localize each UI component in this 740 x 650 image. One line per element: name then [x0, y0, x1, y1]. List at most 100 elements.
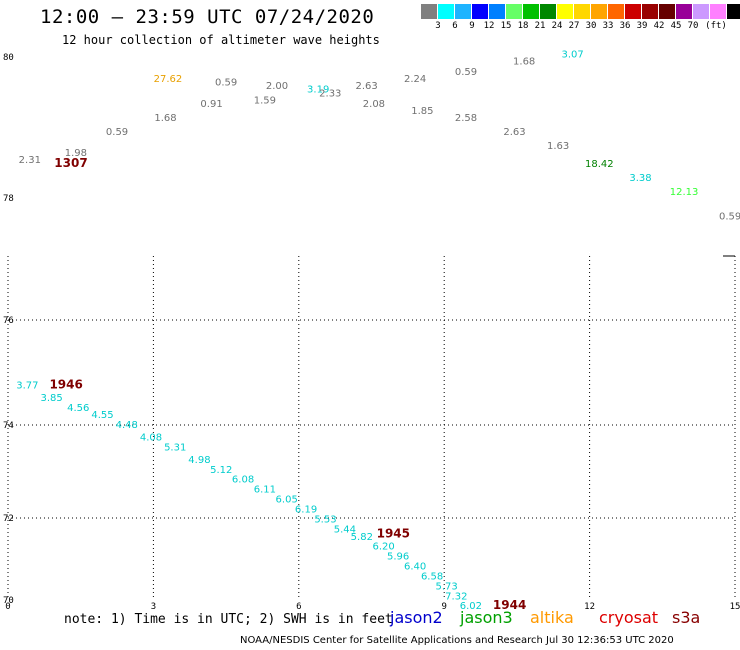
- wave-height-label: 3.38: [629, 173, 651, 184]
- legend-swatch: [608, 4, 625, 19]
- legend-swatch: [506, 4, 523, 19]
- time-label: 1307: [54, 156, 87, 170]
- wave-height-label: 27.62: [154, 74, 183, 85]
- satellite-s3a: s3a: [672, 608, 701, 627]
- legend-label: 3: [435, 21, 441, 31]
- y-tick-label: 78: [3, 194, 14, 204]
- x-tick-label: 3: [151, 602, 156, 612]
- wave-height-label: 2.24: [404, 74, 426, 85]
- wave-height-label: 2.63: [503, 127, 525, 138]
- wave-height-label: 0.59: [215, 78, 237, 89]
- x-tick-label: 0: [5, 602, 10, 612]
- wave-height-label: 7.32: [445, 591, 467, 602]
- wave-height-label: 5.73: [435, 581, 457, 592]
- chart-title: 12:00 – 23:59 UTC 07/24/2020: [40, 6, 375, 28]
- legend-swatch: [591, 4, 608, 19]
- legend-swatch: [523, 4, 540, 19]
- legend-label: 70: [687, 21, 699, 31]
- legend-swatch: [659, 4, 676, 19]
- wave-height-label: 0.59: [719, 212, 740, 223]
- legend-label: 24: [551, 21, 563, 31]
- wave-height-label: 3.77: [16, 380, 38, 391]
- wave-height-label: 1.59: [254, 95, 276, 106]
- wave-height-label: 4.08: [140, 433, 162, 444]
- wave-height-label: 6.02: [460, 601, 482, 612]
- legend-label: 12: [483, 21, 495, 31]
- wave-height-label: 2.63: [356, 81, 378, 92]
- legend-label: 36: [619, 21, 631, 31]
- legend-swatch: [540, 4, 557, 19]
- y-tick-label: 80: [3, 53, 14, 63]
- wave-height-label: 1.68: [154, 113, 176, 124]
- wave-height-label: 0.59: [106, 127, 128, 138]
- wave-height-label: 0.59: [455, 67, 477, 78]
- legend-swatch: [676, 4, 693, 19]
- wave-height-label: 3.07: [562, 49, 584, 60]
- legend-swatch: [489, 4, 506, 19]
- legend-swatch: [557, 4, 574, 19]
- legend-label: 6: [452, 21, 458, 31]
- y-tick-label: 72: [3, 514, 14, 524]
- legend-swatches: [421, 4, 740, 19]
- wave-height-label: 4.48: [116, 420, 138, 431]
- footer-note: note: 1) Time is in UTC; 2) SWH is in fe…: [64, 612, 393, 627]
- legend-swatch: [574, 4, 591, 19]
- x-tick-label: 6: [296, 602, 301, 612]
- wave-height-label: 1.98: [65, 148, 87, 159]
- legend-label: 18: [517, 21, 529, 31]
- wave-height-label: 2.08: [363, 99, 385, 110]
- time-label: 1946: [49, 377, 82, 391]
- legend-swatch: [625, 4, 642, 19]
- wave-height-label: 5.82: [351, 532, 373, 543]
- wave-height-label: 3.19: [307, 85, 329, 96]
- legend-label: 27: [568, 21, 580, 31]
- legend-swatch: [455, 4, 472, 19]
- wave-height-label: 2.58: [455, 113, 477, 124]
- legend-label: 39: [636, 21, 648, 31]
- legend-label: 15: [500, 21, 512, 31]
- wave-height-label: 2.31: [19, 155, 41, 166]
- legend-swatch: [438, 4, 455, 19]
- wave-height-label: 1.63: [547, 141, 569, 152]
- credit-line: NOAA/NESDIS Center for Satellite Applica…: [240, 635, 674, 646]
- wave-height-label: 0.91: [200, 99, 222, 110]
- legend-swatch: [693, 4, 710, 19]
- wave-height-label: 2.00: [266, 81, 288, 92]
- wave-height-label: 3.85: [40, 393, 62, 404]
- wave-height-label: 6.08: [232, 475, 254, 486]
- satellite-jason3: jason3: [460, 608, 513, 627]
- wave-height-label: 5.31: [164, 442, 186, 453]
- y-tick-label: 74: [3, 421, 14, 431]
- wave-height-label: 1.85: [411, 106, 433, 117]
- y-tick-label: 70: [3, 596, 14, 606]
- x-tick-label: 12: [584, 602, 595, 612]
- y-tick-label: 76: [3, 316, 14, 326]
- legend-label: 45: [670, 21, 682, 31]
- chart-subtitle: 12 hour collection of altimeter wave hei…: [62, 33, 380, 47]
- legend-label: 30: [585, 21, 597, 31]
- legend-swatch: [710, 4, 727, 19]
- wave-height-label: 5.44: [334, 524, 356, 535]
- time-label: 1945: [377, 526, 410, 540]
- legend-label: 21: [534, 21, 546, 31]
- satellite-cryosat: cryosat: [599, 608, 659, 627]
- satellite-jason2: jason2: [390, 608, 443, 627]
- time-label: 1944: [493, 598, 526, 612]
- x-tick-label: 9: [441, 602, 446, 612]
- wave-height-label: 2.33: [319, 88, 341, 99]
- x-tick-label: 15: [730, 602, 740, 612]
- legend-label: 42: [653, 21, 665, 31]
- legend-swatch: [472, 4, 489, 19]
- wave-height-label: 4.55: [91, 410, 113, 421]
- wave-height-label: 5.12: [210, 465, 232, 476]
- legend-label: (ft): [705, 21, 727, 31]
- wave-height-label: 4.98: [188, 455, 210, 466]
- legend-label: 9: [469, 21, 475, 31]
- wave-height-label: 1.68: [513, 57, 535, 68]
- legend-labels: 3 6 9 12 15 18 21 24 27 30 33 36 39 42 45 70 (ft): [421, 19, 740, 33]
- wave-height-label: 6.40: [404, 562, 426, 573]
- legend-label: 33: [602, 21, 614, 31]
- wave-height-label: 6.05: [276, 495, 298, 506]
- satellite-altika: altika: [530, 608, 574, 627]
